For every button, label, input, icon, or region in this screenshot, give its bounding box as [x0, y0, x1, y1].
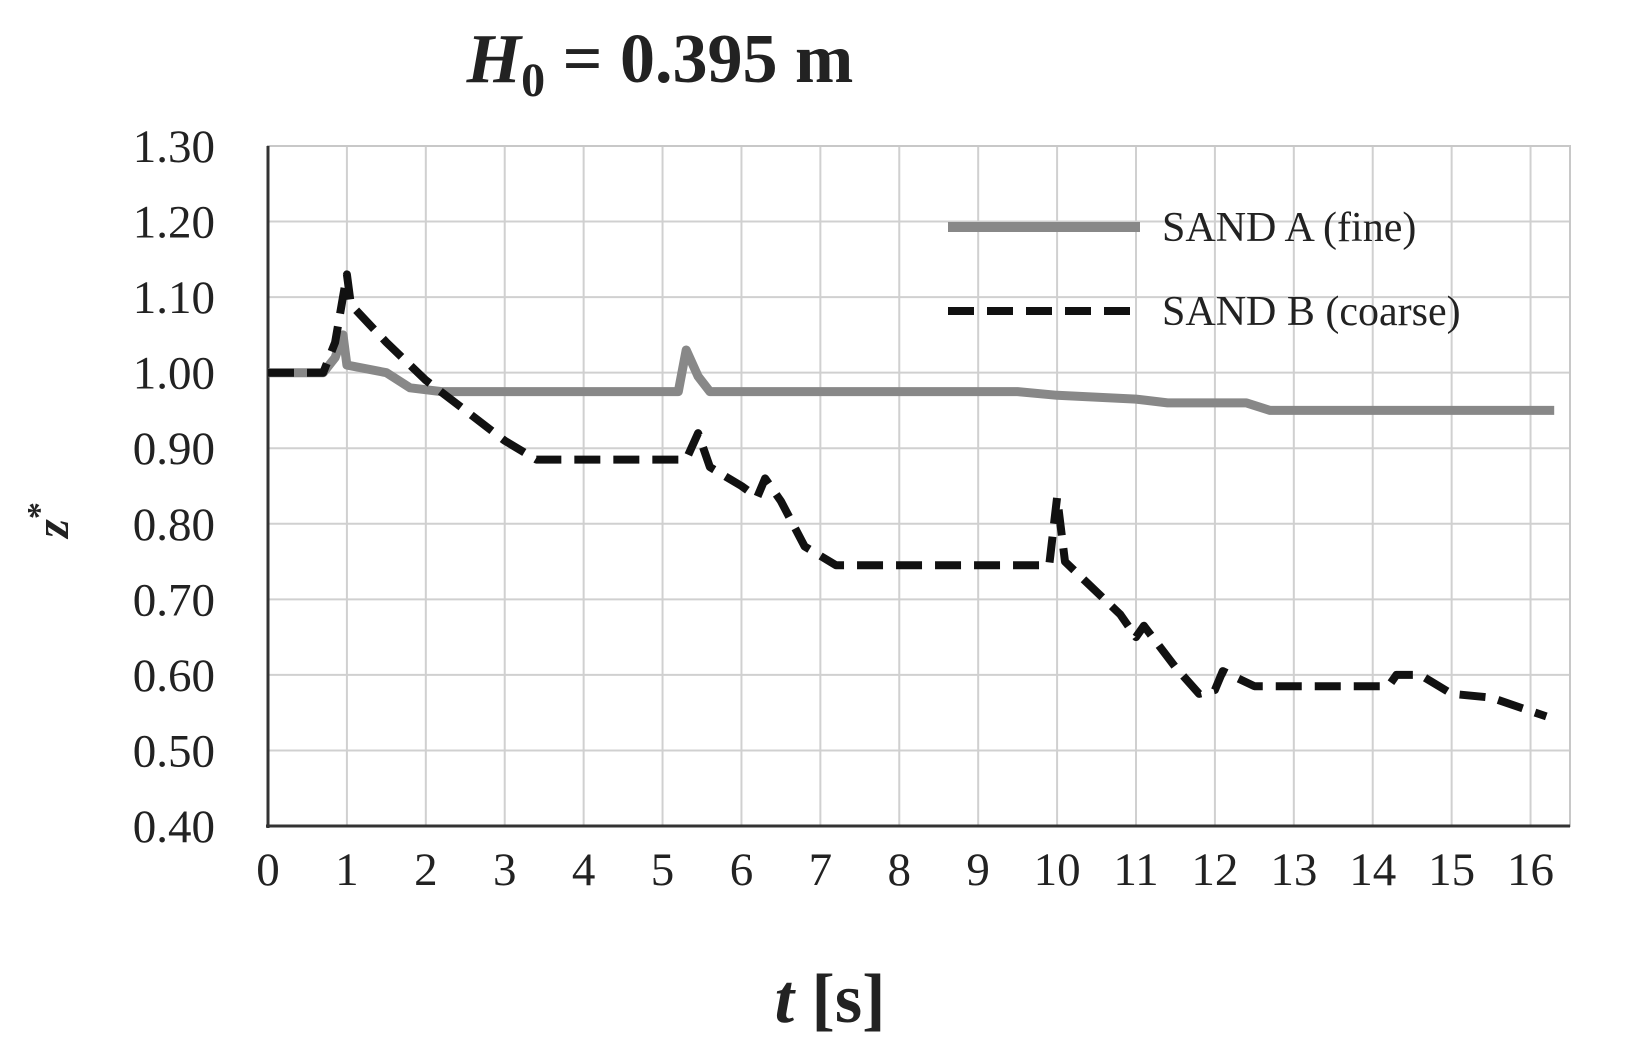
- x-tick-label: 2: [414, 844, 438, 896]
- x-tick-labels: 0 1 2 3 4 5 6 7 8 9 10 11 12 13 14 15 16: [256, 844, 1554, 896]
- y-tick-label: 0.50: [133, 725, 215, 777]
- y-axis-label: z*: [21, 502, 79, 540]
- x-axis-label: t [s]: [775, 961, 886, 1038]
- y-tick-label: 1.00: [133, 348, 215, 400]
- y-tick-label: 0.80: [133, 499, 215, 551]
- y-tick-label: 0.90: [133, 423, 215, 475]
- series-line-sand-b: [268, 270, 1548, 721]
- xlabel-variable: t: [775, 961, 797, 1038]
- grid: [267, 145, 1570, 827]
- title-rest: = 0.395 m: [545, 21, 853, 98]
- title-variable: H: [466, 21, 524, 98]
- x-tick-label: 1: [335, 844, 359, 896]
- title-subscript: 0: [521, 54, 545, 107]
- x-tick-label: 16: [1507, 844, 1554, 896]
- chart-title: H0 = 0.395 m: [466, 21, 854, 107]
- x-tick-label: 3: [493, 844, 517, 896]
- ylabel-superscript: *: [21, 502, 58, 519]
- x-tick-label: 13: [1270, 844, 1317, 896]
- legend-label-sand-a: SAND A (fine): [1162, 205, 1416, 251]
- xlabel-rest: [s]: [794, 961, 885, 1038]
- y-tick-label: 0.70: [133, 574, 215, 626]
- y-tick-label: 1.20: [133, 197, 215, 249]
- x-tick-label: 7: [809, 844, 833, 896]
- x-tick-label: 14: [1349, 844, 1396, 896]
- x-tick-label: 6: [730, 844, 754, 896]
- series-layer: [268, 270, 1555, 721]
- x-tick-label: 0: [256, 844, 280, 896]
- x-tick-label: 4: [572, 844, 596, 896]
- x-tick-label: 10: [1034, 844, 1081, 896]
- x-tick-label: 15: [1428, 844, 1475, 896]
- y-tick-label: 1.30: [133, 121, 215, 173]
- y-tick-label: 0.40: [133, 801, 215, 853]
- series-line-sand-a: [268, 330, 1555, 415]
- x-tick-label: 5: [651, 844, 675, 896]
- ylabel-variable: z: [26, 519, 79, 540]
- y-tick-label: 0.60: [133, 650, 215, 702]
- x-tick-label: 12: [1191, 844, 1238, 896]
- legend: SAND A (fine) SAND B (coarse): [948, 205, 1461, 335]
- legend-label-sand-b: SAND B (coarse): [1162, 289, 1461, 335]
- x-tick-label: 11: [1113, 844, 1158, 896]
- x-tick-label: 8: [888, 844, 912, 896]
- y-tick-labels: 0.40 0.50 0.60 0.70 0.80 0.90 1.00 1.10 1.20 1.30: [133, 121, 215, 853]
- x-tick-label: 9: [966, 844, 990, 896]
- y-tick-label: 1.10: [133, 272, 215, 324]
